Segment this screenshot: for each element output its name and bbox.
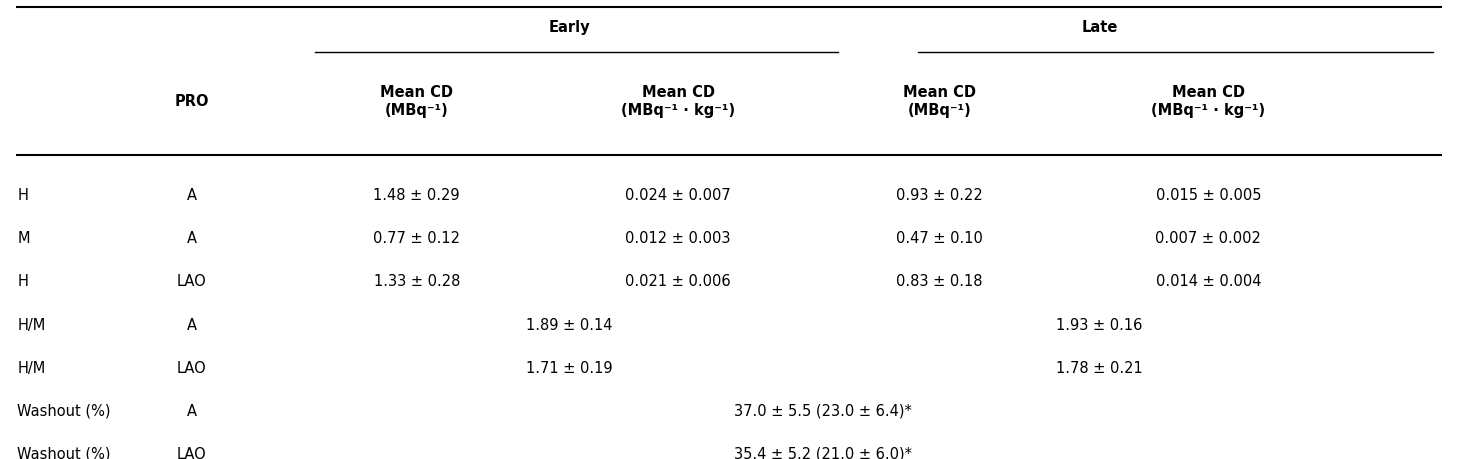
Text: Mean CD
(MBq⁻¹): Mean CD (MBq⁻¹) — [381, 85, 453, 118]
Text: M: M — [17, 231, 29, 246]
Text: 0.012 ± 0.003: 0.012 ± 0.003 — [625, 231, 730, 246]
Text: 1.48 ± 0.29: 1.48 ± 0.29 — [373, 188, 461, 203]
Text: Late: Late — [1082, 20, 1118, 35]
Text: 0.014 ± 0.004: 0.014 ± 0.004 — [1156, 274, 1261, 290]
Text: 35.4 ± 5.2 (21.0 ± 6.0)*: 35.4 ± 5.2 (21.0 ± 6.0)* — [735, 447, 913, 459]
Text: 0.83 ± 0.18: 0.83 ± 0.18 — [897, 274, 983, 290]
Text: 1.78 ± 0.21: 1.78 ± 0.21 — [1056, 361, 1143, 376]
Text: A: A — [187, 404, 197, 419]
Text: H: H — [17, 274, 28, 290]
Text: A: A — [187, 188, 197, 203]
Text: 0.024 ± 0.007: 0.024 ± 0.007 — [625, 188, 730, 203]
Text: LAO: LAO — [176, 447, 207, 459]
Text: 1.71 ± 0.19: 1.71 ± 0.19 — [526, 361, 612, 376]
Text: 0.015 ± 0.005: 0.015 ± 0.005 — [1156, 188, 1261, 203]
Text: LAO: LAO — [176, 274, 207, 290]
Text: 37.0 ± 5.5 (23.0 ± 6.4)*: 37.0 ± 5.5 (23.0 ± 6.4)* — [735, 404, 913, 419]
Text: Early: Early — [548, 20, 590, 35]
Text: LAO: LAO — [176, 361, 207, 376]
Text: Mean CD
(MBq⁻¹): Mean CD (MBq⁻¹) — [903, 85, 975, 118]
Text: 1.89 ± 0.14: 1.89 ± 0.14 — [526, 318, 612, 333]
Text: 0.021 ± 0.006: 0.021 ± 0.006 — [625, 274, 730, 290]
Text: Washout (%): Washout (%) — [17, 404, 111, 419]
Text: H/M: H/M — [17, 361, 45, 376]
Text: Mean CD
(MBq⁻¹ · kg⁻¹): Mean CD (MBq⁻¹ · kg⁻¹) — [1152, 85, 1266, 118]
Text: 0.007 ± 0.002: 0.007 ± 0.002 — [1155, 231, 1261, 246]
Text: H: H — [17, 188, 28, 203]
Text: Washout (%): Washout (%) — [17, 447, 111, 459]
Text: 0.93 ± 0.22: 0.93 ± 0.22 — [897, 188, 983, 203]
Text: 0.77 ± 0.12: 0.77 ± 0.12 — [373, 231, 461, 246]
Text: 1.93 ± 0.16: 1.93 ± 0.16 — [1056, 318, 1143, 333]
Text: PRO: PRO — [175, 94, 208, 109]
Text: A: A — [187, 318, 197, 333]
Text: A: A — [187, 231, 197, 246]
Text: Mean CD
(MBq⁻¹ · kg⁻¹): Mean CD (MBq⁻¹ · kg⁻¹) — [621, 85, 735, 118]
Text: 1.33 ± 0.28: 1.33 ± 0.28 — [373, 274, 459, 290]
Text: 0.47 ± 0.10: 0.47 ± 0.10 — [897, 231, 983, 246]
Text: H/M: H/M — [17, 318, 45, 333]
